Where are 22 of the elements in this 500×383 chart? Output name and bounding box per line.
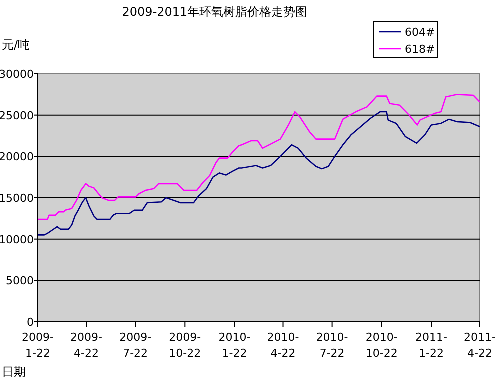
- ytick: 15000: [0, 192, 34, 205]
- ytick: 20000: [0, 150, 34, 164]
- xtick: 2009- 4-22: [70, 331, 102, 360]
- xtick: 2009- 7-22: [120, 331, 152, 360]
- xtick: 2010- 1-22: [218, 331, 251, 360]
- ylabel: 元/吨: [2, 38, 30, 52]
- xtick: 2009- 10-22: [169, 331, 202, 360]
- xtick: 2011- 4-22: [464, 331, 496, 360]
- xtick: 2011- 1-22: [416, 331, 448, 360]
- ytick: 30000: [0, 68, 34, 81]
- xlabel: 日期: [2, 365, 26, 379]
- xtick: 2010- 10-22: [366, 331, 398, 360]
- legend-label: 604#: [405, 26, 436, 39]
- ytick: 0: [27, 316, 34, 329]
- ytick: 25000: [0, 109, 34, 122]
- legend-label: 618#: [405, 43, 436, 56]
- xtick: 2009- 1-22: [22, 331, 54, 360]
- ytick: 5000: [6, 274, 34, 288]
- xtick: 2010- 4-22: [267, 331, 300, 360]
- title: 2009-2011年环氧树脂价格走势图: [122, 5, 308, 19]
- xtick: 2010- 7-22: [316, 331, 348, 360]
- ytick: 10000: [0, 233, 34, 246]
